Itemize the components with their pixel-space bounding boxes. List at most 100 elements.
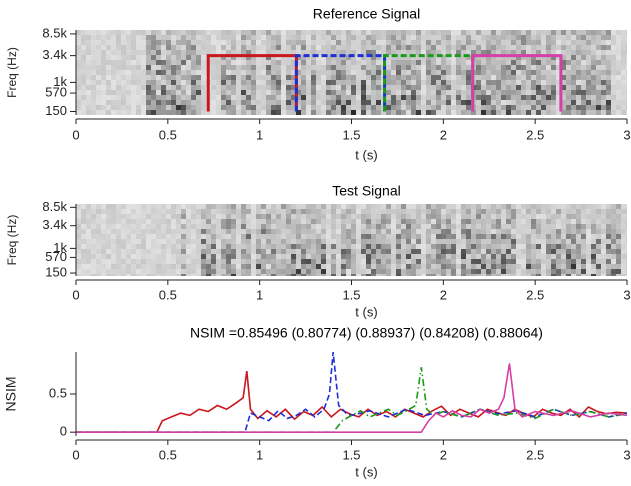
spectrogram-cell	[456, 209, 461, 214]
spectrogram-cell	[591, 254, 596, 259]
spectrogram-cell	[371, 30, 376, 35]
spectrogram-cell	[91, 234, 96, 239]
spectrogram-cell	[526, 219, 531, 224]
spectrogram-cell	[251, 110, 256, 115]
spectrogram-cell	[581, 274, 586, 276]
spectrogram-cell	[136, 234, 141, 239]
spectrogram-cell	[381, 274, 386, 276]
spectrogram-cell	[371, 264, 376, 269]
spectrogram-cell	[466, 274, 471, 276]
spectrogram-cell	[251, 254, 256, 259]
spectrogram-cell	[131, 224, 136, 229]
spectrogram-cell	[101, 40, 106, 45]
spectrogram-cell	[616, 65, 621, 70]
spectrogram-cell	[246, 95, 251, 100]
spectrogram-cell	[146, 214, 151, 219]
spectrogram-cell	[156, 239, 161, 244]
spectrogram-cell	[616, 264, 621, 269]
spectrogram-cell	[176, 65, 181, 70]
spectrogram-cell	[491, 105, 496, 110]
spectrogram-cell	[531, 244, 536, 249]
spectrogram-cell	[346, 219, 351, 224]
spectrogram-cell	[606, 70, 611, 75]
spectrogram-cell	[521, 264, 526, 269]
spectrogram-cell	[501, 110, 506, 115]
spectrogram-cell	[281, 244, 286, 249]
spectrogram-cell	[81, 50, 86, 55]
spectrogram-cell	[306, 249, 311, 254]
spectrogram-cell	[316, 254, 321, 259]
spectrogram-cell	[116, 95, 121, 100]
spectrogram-cell	[206, 249, 211, 254]
spectrogram-cell	[596, 55, 601, 60]
spectrogram-cell	[486, 75, 491, 80]
spectrogram-cell	[621, 249, 626, 254]
spectrogram-cell	[506, 239, 511, 244]
spectrogram-cell	[361, 40, 366, 45]
spectrogram-cell	[626, 85, 627, 90]
spectrogram-cell	[396, 80, 401, 85]
spectrogram-cell	[281, 75, 286, 80]
spectrogram-cell	[466, 70, 471, 75]
spectrogram-cell	[476, 244, 481, 249]
spectrogram-cell	[586, 75, 591, 80]
spectrogram-cell	[601, 40, 606, 45]
spectrogram-cell	[436, 204, 441, 209]
spectrogram-cell	[376, 209, 381, 214]
spectrogram-cell	[201, 264, 206, 269]
spectrogram-cell	[216, 249, 221, 254]
spectrogram-cell	[336, 95, 341, 100]
spectrogram-cell	[181, 229, 186, 234]
spectrogram-cell	[116, 55, 121, 60]
spectrogram-cell	[186, 249, 191, 254]
spectrogram-cell	[556, 30, 561, 35]
spectrogram-cell	[491, 204, 496, 209]
spectrogram-cell	[406, 224, 411, 229]
spectrogram-cell	[121, 249, 126, 254]
spectrogram-cell	[556, 229, 561, 234]
spectrogram-cell	[276, 209, 281, 214]
spectrogram-cell	[411, 204, 416, 209]
spectrogram-cell	[531, 219, 536, 224]
spectrogram-cell	[621, 105, 626, 110]
spectrogram-cell	[411, 209, 416, 214]
spectrogram-cell	[351, 35, 356, 40]
spectrogram-cell	[466, 60, 471, 65]
spectrogram-cell	[466, 249, 471, 254]
spectrogram-cell	[571, 30, 576, 35]
spectrogram-cell	[516, 254, 521, 259]
spectrogram-cell	[296, 229, 301, 234]
spectrogram-cell	[111, 50, 116, 55]
spectrogram-cell	[626, 95, 627, 100]
spectrogram-cell	[586, 269, 591, 274]
spectrogram-cell	[526, 214, 531, 219]
spectrogram-cell	[191, 244, 196, 249]
spectrogram-cell	[451, 269, 456, 274]
x-tick-label: 2.5	[526, 127, 544, 142]
spectrogram-cell	[171, 60, 176, 65]
spectrogram-cell	[76, 90, 81, 95]
spectrogram-cell	[291, 40, 296, 45]
spectrogram-cell	[286, 269, 291, 274]
spectrogram-cell	[521, 85, 526, 90]
spectrogram-cell	[166, 40, 171, 45]
spectrogram-cell	[136, 229, 141, 234]
spectrogram-cell	[546, 70, 551, 75]
spectrogram-cell	[256, 229, 261, 234]
spectrogram-cell	[86, 234, 91, 239]
spectrogram-cell	[96, 80, 101, 85]
spectrogram-cell	[186, 75, 191, 80]
spectrogram-cell	[566, 214, 571, 219]
spectrogram-cell	[126, 65, 131, 70]
spectrogram-cell	[221, 264, 226, 269]
spectrogram-cell	[261, 254, 266, 259]
spectrogram-cell	[571, 50, 576, 55]
spectrogram-cell	[566, 204, 571, 209]
spectrogram-cell	[566, 30, 571, 35]
spectrogram-cell	[96, 214, 101, 219]
spectrogram-cell	[196, 274, 201, 276]
spectrogram-cell	[241, 239, 246, 244]
spectrogram-cell	[486, 219, 491, 224]
spectrogram-cell	[491, 35, 496, 40]
spectrogram-cell	[306, 244, 311, 249]
